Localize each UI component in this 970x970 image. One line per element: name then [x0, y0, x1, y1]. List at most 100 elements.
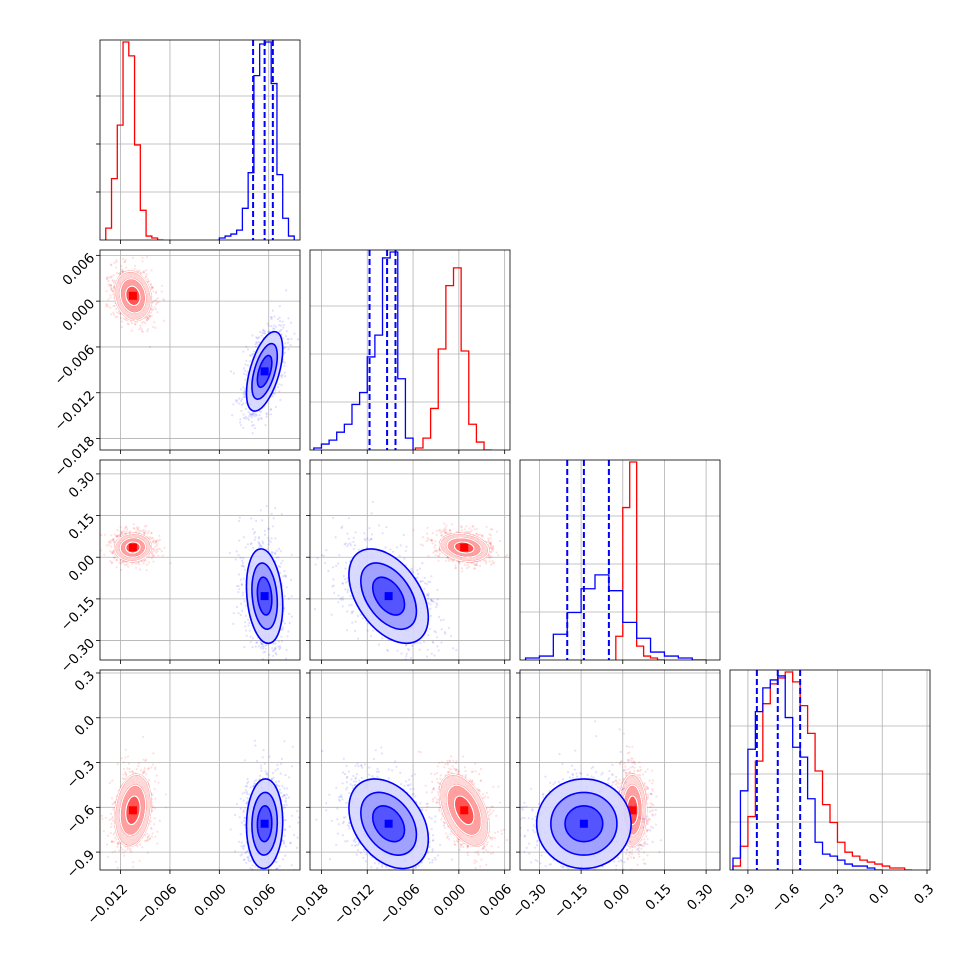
scatter-point	[446, 532, 450, 535]
scatter-point	[148, 555, 151, 558]
panel-content	[105, 40, 295, 240]
scatter-point	[280, 635, 283, 638]
scatter-point	[145, 569, 148, 572]
scatter-point	[474, 563, 477, 567]
scatter-point	[479, 564, 482, 568]
scatter-point	[146, 330, 149, 333]
scatter-point	[489, 542, 492, 546]
scatter-point	[245, 345, 248, 348]
scatter-point	[285, 330, 288, 333]
scatter-point	[136, 527, 139, 531]
scatter-point	[252, 532, 255, 535]
scatter-point	[433, 546, 436, 549]
scatter-point	[262, 332, 266, 335]
scatter-point	[472, 525, 475, 528]
scatter-point	[287, 348, 290, 351]
scatter-point	[464, 531, 467, 534]
scatter-point	[504, 555, 507, 558]
scatter-point	[117, 534, 120, 537]
scatter-point	[154, 539, 157, 543]
scatter-point	[106, 278, 109, 281]
scatter-point	[296, 338, 300, 341]
scatter-point	[260, 664, 262, 666]
scatter-point	[253, 411, 256, 415]
scatter-point	[155, 290, 158, 293]
scatter-point	[120, 265, 123, 268]
scatter-point	[248, 360, 252, 363]
scatter-point	[272, 327, 275, 330]
scatter-point	[149, 311, 153, 314]
scatter-point	[346, 591, 349, 594]
scatter-point	[150, 308, 153, 311]
scatter-point	[264, 647, 267, 650]
scatter-point	[266, 322, 269, 325]
scatter-point	[427, 597, 430, 600]
scatter-point	[113, 540, 116, 543]
scatter-point	[277, 565, 280, 568]
scatter-point	[135, 562, 138, 565]
scatter-point	[271, 525, 274, 528]
scatter-point	[109, 294, 112, 297]
scatter-point	[254, 343, 257, 346]
scatter-point	[149, 284, 153, 287]
scatter-point	[493, 561, 496, 564]
scatter-point	[143, 531, 146, 535]
scatter-point	[460, 525, 463, 528]
scatter-point	[287, 338, 290, 341]
scatter-point	[455, 566, 458, 569]
scatter-point	[352, 540, 355, 544]
scatter-point	[258, 336, 261, 339]
scatter-point	[437, 559, 440, 562]
scatter-point	[110, 539, 113, 542]
scatter-point	[418, 678, 420, 680]
scatter-point	[147, 280, 150, 283]
scatter-point	[489, 544, 493, 547]
scatter-point	[492, 545, 495, 548]
histogram-series-1	[218, 41, 295, 240]
scatter-point	[444, 526, 447, 530]
scatter-point	[273, 324, 276, 327]
scatter-point	[276, 318, 279, 321]
scatter-point	[273, 660, 275, 662]
scatter-point	[274, 325, 278, 328]
scatter-point	[235, 585, 239, 588]
scatter-point	[370, 538, 373, 541]
scatter-point	[278, 324, 281, 327]
scatter-point	[259, 544, 262, 547]
scatter-point	[156, 311, 159, 314]
scatter-point	[433, 550, 436, 553]
scatter-point	[280, 384, 283, 387]
scatter-point	[460, 526, 463, 529]
scatter-point	[151, 550, 154, 553]
scatter-point	[267, 527, 270, 530]
scatter-point	[445, 559, 448, 562]
scatter-point	[239, 424, 242, 427]
scatter-point	[249, 354, 252, 357]
scatter-point	[259, 417, 262, 420]
scatter-point	[430, 538, 433, 542]
scatter-point	[150, 531, 153, 534]
scatter-point	[279, 398, 282, 402]
scatter-point	[107, 279, 110, 283]
scatter-point	[239, 418, 242, 421]
scatter-point	[427, 554, 430, 558]
scatter-point	[121, 320, 124, 323]
scatter-point	[242, 416, 245, 419]
scatter-point	[152, 290, 155, 293]
scatter-point	[145, 319, 148, 322]
scatter-point	[110, 289, 113, 292]
scatter-point	[475, 532, 478, 536]
histogram-series-1	[313, 251, 414, 450]
scatter-point	[434, 549, 437, 552]
scatter-point	[163, 319, 166, 322]
scatter-point	[116, 529, 119, 532]
scatter-point	[334, 536, 337, 539]
scatter-point	[277, 645, 280, 648]
scatter-point	[451, 559, 454, 562]
scatter-point	[133, 268, 136, 271]
scatter-point	[363, 537, 366, 541]
scatter-point	[286, 635, 289, 638]
scatter-point	[266, 548, 269, 551]
scatter-point	[273, 327, 276, 330]
scatter-point	[278, 316, 281, 319]
